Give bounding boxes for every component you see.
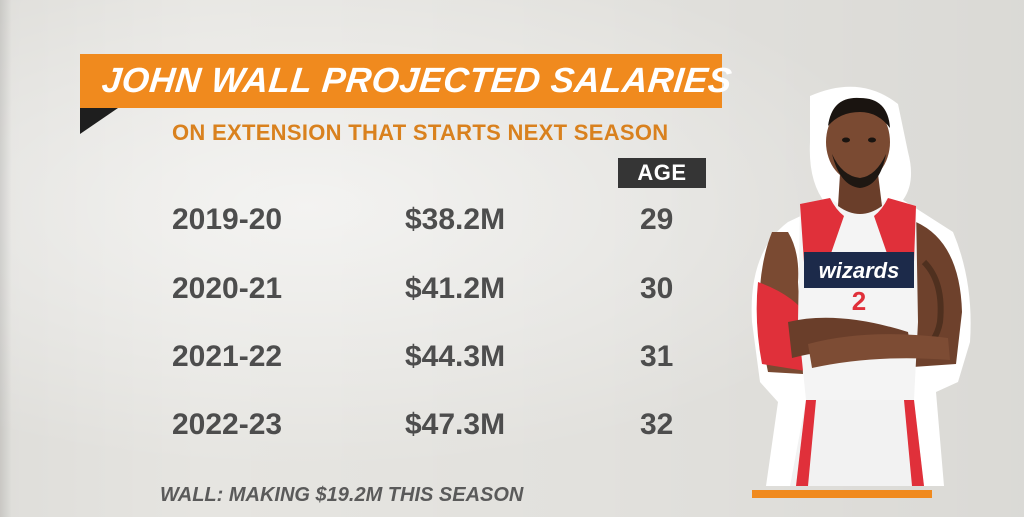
graphic-subtitle: ON EXTENSION THAT STARTS NEXT SEASON	[172, 120, 669, 145]
age-cell: 30	[640, 272, 674, 305]
age-cell: 31	[640, 340, 674, 373]
season-cell: 2020-21	[172, 272, 283, 305]
salary-cell: $41.2M	[405, 272, 506, 305]
age-cell: 32	[640, 408, 674, 441]
season-cell: 2021-22	[172, 340, 283, 373]
footnote: WALL: MAKING $19.2M THIS SEASON	[160, 484, 524, 506]
season-cell: 2022-23	[172, 408, 283, 441]
salary-cell: $47.3M	[405, 408, 506, 441]
jersey-number: 2	[852, 286, 866, 316]
graphic-title: JOHN WALL PROJECTED SALARIES	[100, 61, 734, 100]
accent-underline	[752, 490, 932, 498]
season-cell: 2019-20	[172, 203, 283, 236]
player-photo: wizards 2	[751, 86, 971, 486]
salary-cell: $38.2M	[405, 203, 506, 236]
title-banner: JOHN WALL PROJECTED SALARIES	[80, 54, 734, 108]
age-column-header: AGE	[618, 158, 706, 188]
left-shadow	[0, 0, 12, 517]
banner-fold	[80, 108, 118, 134]
salary-cell: $44.3M	[405, 340, 506, 373]
jersey-wordmark: wizards	[819, 258, 900, 283]
age-cell: 29	[640, 203, 674, 236]
